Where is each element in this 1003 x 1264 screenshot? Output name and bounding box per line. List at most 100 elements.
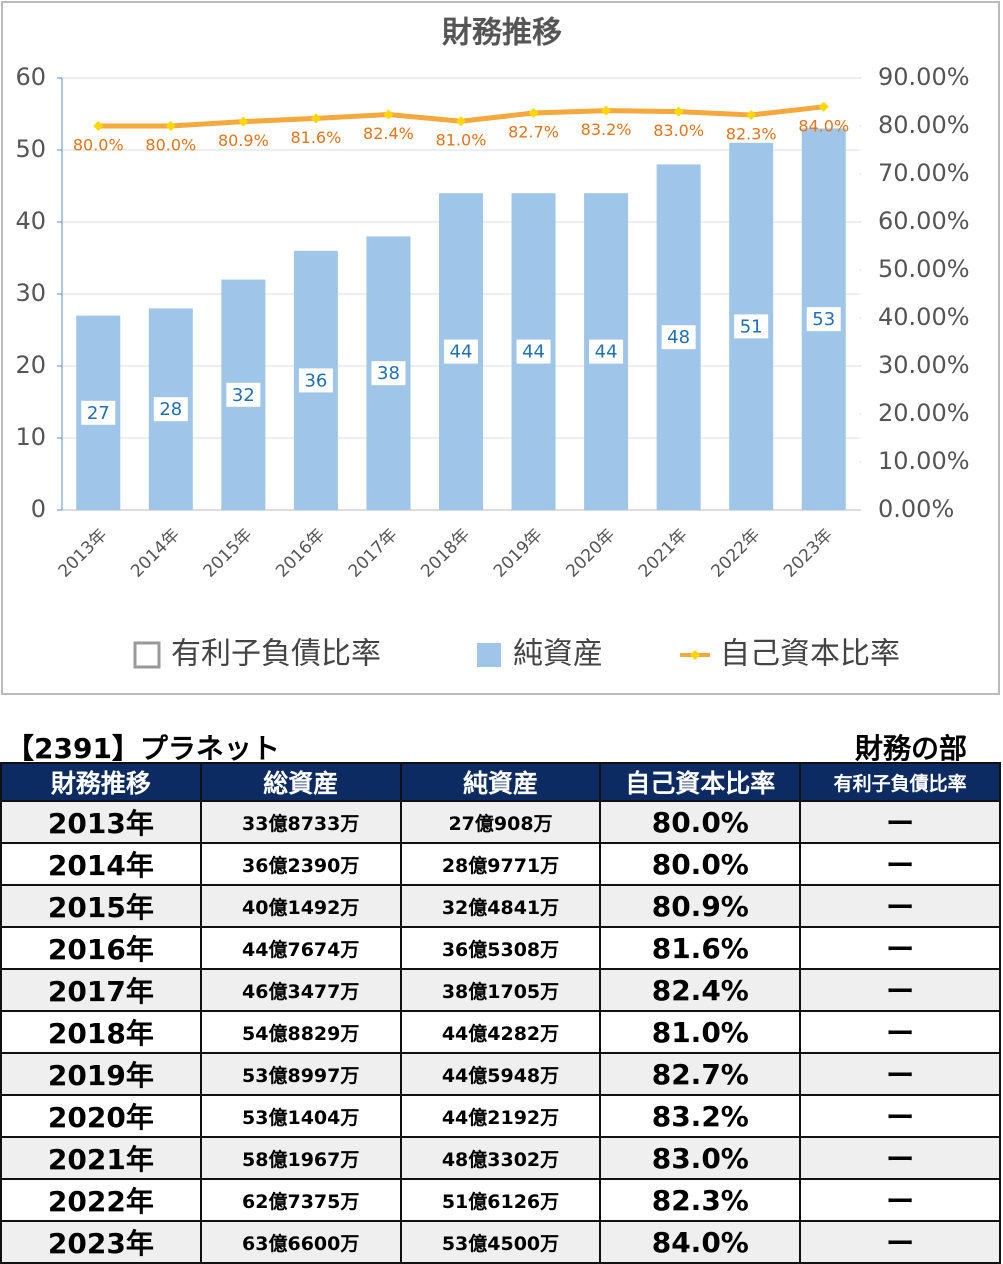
data-label: 81.6% [290,128,341,147]
table-cell: 80.0% [599,842,802,886]
table-cell: 40億1492万 [199,884,402,928]
data-label-box [153,397,188,422]
table-cell: 62億7375万 [199,1178,402,1222]
data-label: 44 [595,342,618,363]
table-cell: 2020年 [0,1094,202,1138]
data-label: 83.0% [653,121,704,140]
table-cell: 53億8997万 [199,1052,402,1096]
table-cell: ー [799,1136,1001,1180]
legend-label: 自己資本比率 [720,637,900,672]
table-cell: 33億8733万 [199,800,402,844]
data-label: 82.7% [508,123,559,142]
table-cell: 46億3477万 [199,968,402,1012]
data-label: 27 [87,403,110,424]
table-cell: 82.3% [599,1178,802,1222]
table-cell: 83.2% [599,1094,802,1138]
y-tick-label: 50 [15,135,46,163]
data-label: 82.3% [726,124,777,143]
marker [310,113,321,124]
table-cell: ー [799,1178,1001,1222]
data-label: 32 [232,385,255,406]
marker [165,121,176,131]
table-cell: 2016年 [0,926,202,970]
table-row: 2020年 53億1404万 44億2192万 83.2% ー [0,1094,1001,1138]
table-cell: 2015年 [0,884,202,928]
table-header: 財務推移 [0,762,202,802]
table-cell: 82.7% [599,1052,802,1096]
table-cell: 38億1705万 [399,968,602,1012]
table-cell: 81.6% [599,926,802,970]
table-cell: 36億5308万 [399,926,602,970]
y-tick-label: 0 [31,495,46,523]
marker [93,121,104,131]
table-subtitle: 財務の部 [854,732,967,765]
legend-marker [690,650,700,660]
table-header: 有利子負債比率 [799,762,1001,802]
table-cell: 44億2192万 [399,1094,602,1138]
table-cell: 2013年 [0,800,202,844]
data-label-box [734,314,769,339]
data-label-box [298,368,333,393]
y-tick-label: 10 [15,423,46,451]
table-row: 2023年 63億6600万 53億4500万 84.0% ー [0,1220,1001,1264]
data-label-box [589,339,624,364]
marker [746,109,757,120]
y2-tick-label: 70.00% [878,159,970,187]
table-cell: 53億1404万 [199,1094,402,1138]
table-cell: 82.4% [599,968,802,1012]
table-cell: ー [799,842,1001,886]
chart: 財務推移 0 10 20 30 40 50 60 0.00% 10.00% 20.00% 30.00… [1,1,1000,695]
table: 財務推移 総資産 純資産 自己資本比率 有利子負債比率 2013年 33億8733万 27億9… [0,762,1001,1264]
table-cell: 80.9% [599,884,802,928]
table-cell: 2018年 [0,1010,202,1054]
table-cell: 2023年 [0,1220,202,1264]
data-label-box [806,307,841,332]
y2-tick-label: 40.00% [878,303,970,331]
data-label: 36 [304,370,327,391]
data-label: 48 [667,327,690,348]
data-label: 44 [522,342,545,363]
data-label: 83.2% [581,120,632,139]
y2-tick-label: 30.00% [878,351,970,379]
table-cell: 2021年 [0,1136,202,1180]
data-label: 84.0% [798,116,849,135]
table-cell: ー [799,968,1001,1012]
table-cell: 2022年 [0,1178,202,1222]
table-row: 2016年 44億7674万 36億5308万 81.6% ー [0,926,1001,970]
table-cell: 83.0% [599,1136,802,1180]
table-row: 2019年 53億8997万 44億5948万 82.7% ー [0,1052,1001,1096]
table-header: 総資産 [199,762,402,802]
data-label: 51 [740,316,763,337]
data-label-box [661,325,696,350]
legend-swatch [477,643,501,667]
table-cell: ー [799,1010,1001,1054]
table-cell: 27億908万 [399,800,602,844]
y-tick-label: 60 [15,63,46,91]
y2-tick-label: 0.00% [878,495,954,523]
table-cell: 36億2390万 [199,842,402,886]
data-label-box [371,361,406,386]
table-cell: 81.0% [599,1010,802,1054]
table-row: 2015年 40億1492万 32億4841万 80.9% ー [0,884,1001,928]
table-header: 純資産 [399,762,602,802]
table-row: 2017年 46億3477万 38億1705万 82.4% ー [0,968,1001,1012]
table-row: 2021年 58億1967万 48億3302万 83.0% ー [0,1136,1001,1180]
data-label-box [226,382,261,407]
table-header: 自己資本比率 [599,762,802,802]
marker [238,116,249,127]
y-tick-label: 20 [15,351,46,379]
chart-title: 財務推移 [442,16,562,51]
y2-tick-label: 50.00% [878,255,970,283]
table-cell: 44億7674万 [199,926,402,970]
table-row: 2022年 62億7375万 51億6126万 82.3% ー [0,1178,1001,1222]
marker [601,105,612,116]
legend-label: 有利子負債比率 [171,637,381,672]
data-label: 28 [159,399,182,420]
table-cell: 58億1967万 [199,1136,402,1180]
data-label-box [516,339,551,364]
marker [383,109,394,120]
data-label: 53 [812,309,835,330]
data-label: 80.0% [73,136,124,155]
table-cell: 2017年 [0,968,202,1012]
table-cell: 80.0% [599,800,802,844]
